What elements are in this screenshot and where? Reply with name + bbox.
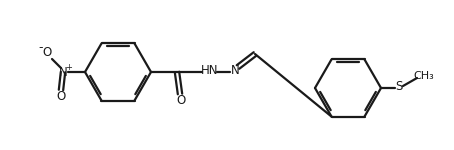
Text: N: N — [59, 66, 67, 78]
Text: O: O — [176, 93, 186, 106]
Text: +: + — [65, 63, 72, 72]
Text: CH₃: CH₃ — [414, 71, 434, 81]
Text: N: N — [231, 64, 239, 78]
Text: O: O — [42, 45, 52, 58]
Text: S: S — [395, 81, 403, 93]
Text: -: - — [39, 42, 43, 54]
Text: O: O — [56, 90, 66, 102]
Text: HN: HN — [201, 64, 219, 78]
